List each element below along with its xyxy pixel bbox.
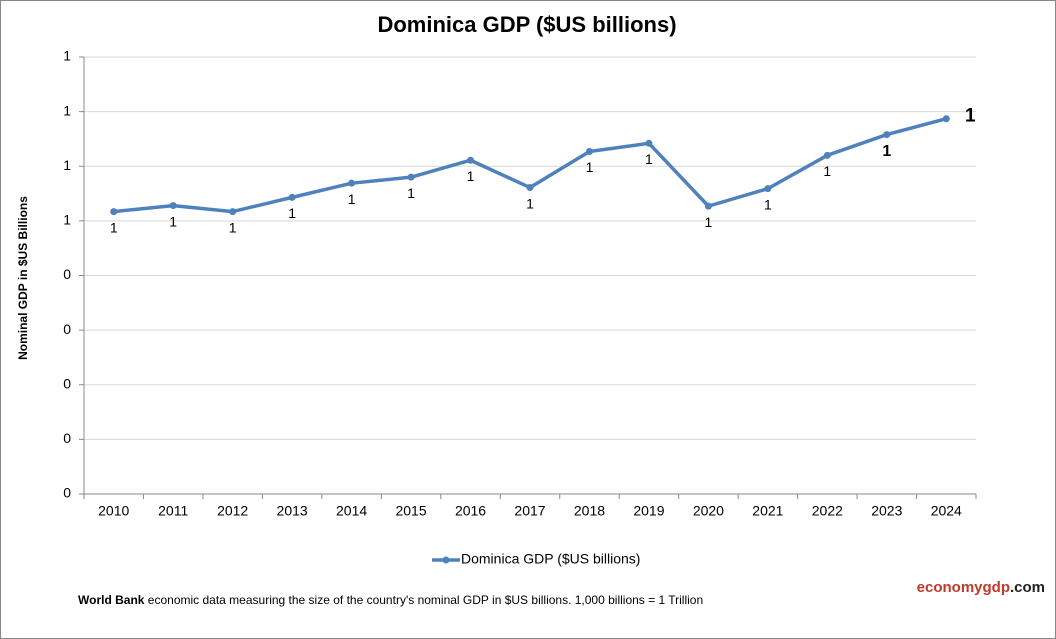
x-tick-label: 2020 [693,503,724,519]
point [883,131,891,139]
point [288,193,296,201]
y-tick-label: 1 [63,157,71,173]
point [645,139,653,147]
data-label: 1 [586,159,594,175]
point [467,156,475,164]
data-label: 1 [110,219,118,235]
brand-name: economygdp [917,579,1010,596]
data-label: 1 [169,213,177,229]
x-tick-label: 2016 [455,503,486,519]
y-tick-label: 1 [63,212,71,228]
legend-label: Dominica GDP ($US billions) [461,551,640,567]
y-tick-label: 0 [63,321,71,337]
y-tick-label: 0 [63,430,71,446]
brand-tld: .com [1010,579,1045,596]
point [585,148,593,156]
x-tick-label: 2018 [574,503,605,519]
x-tick-label: 2023 [871,503,902,519]
data-label: 1 [965,106,976,127]
x-tick-label: 2012 [217,503,248,519]
legend-marker [442,556,450,564]
data-label: 1 [882,143,891,160]
x-tick-label: 2019 [633,503,664,519]
data-label: 1 [467,168,475,184]
point [169,202,177,210]
data-label: 1 [705,214,713,230]
footnote: World Bank economic data measuring the s… [78,593,703,607]
x-tick-label: 2024 [931,503,962,519]
y-tick-label: 0 [63,375,71,391]
chart-title: Dominica GDP ($US billions) [377,12,676,37]
point [823,151,831,159]
x-tick-label: 2015 [395,503,426,519]
data-label: 1 [229,219,237,235]
footnote-text: economic data measuring the size of the … [148,593,703,607]
data-label: 1 [764,196,772,212]
brand: economygdp.com [917,579,1045,596]
point [764,185,772,193]
data-label: 1 [348,191,356,207]
x-tick-label: 2022 [812,503,843,519]
x-tick-label: 2014 [336,503,367,519]
x-tick-label: 2013 [277,503,308,519]
x-tick-label: 2017 [514,503,545,519]
y-tick-label: 0 [63,485,71,501]
point [110,208,118,216]
x-tick-label: 2021 [752,503,783,519]
x-tick-label: 2010 [98,503,129,519]
data-label: 1 [823,163,831,179]
footnote-bold: World Bank [78,593,145,607]
data-label: 1 [288,205,296,221]
data-label: 1 [526,195,534,211]
y-tick-label: 0 [63,266,71,282]
data-label: 1 [407,185,415,201]
point [348,179,356,187]
data-label: 1 [645,151,653,167]
x-tick-label: 2011 [158,503,188,519]
point [526,184,534,192]
y-tick-label: 1 [63,102,71,118]
point [942,115,950,123]
y-axis-label: Nominal GDP in $US Billions [16,196,30,360]
y-tick-label: 1 [63,48,71,64]
point [229,208,237,216]
point [407,173,415,181]
point [704,202,712,210]
